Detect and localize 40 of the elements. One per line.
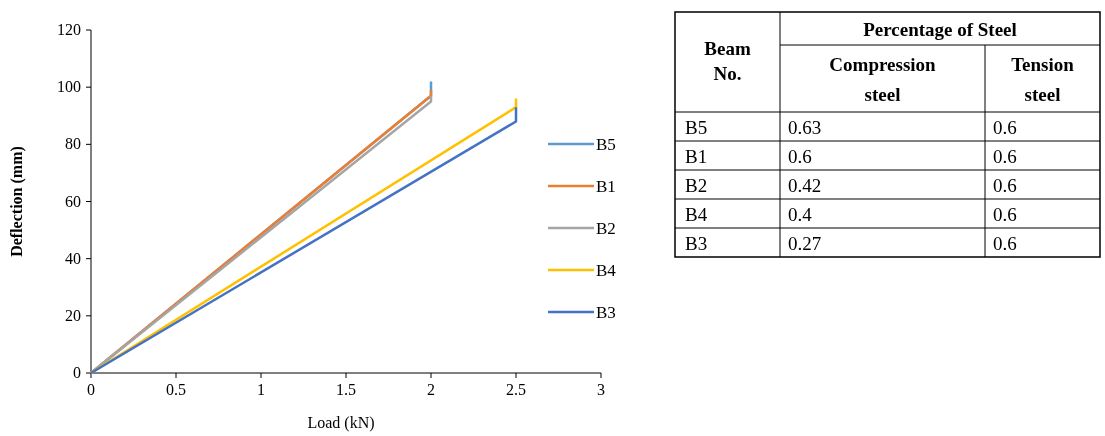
text: 0.4 bbox=[788, 204, 812, 225]
x-tick-label: 2 bbox=[427, 381, 435, 398]
y-tick-label: 60 bbox=[65, 192, 81, 210]
text: 0.6 bbox=[993, 117, 1017, 138]
x-tick-label: 0.5 bbox=[166, 381, 186, 398]
y-tick-label: 40 bbox=[65, 249, 81, 267]
legend-label: B4 bbox=[596, 261, 617, 280]
legend-label: B1 bbox=[596, 177, 616, 196]
text: 0.6 bbox=[993, 233, 1017, 254]
y-axis-title: Deflection (mm) bbox=[8, 146, 26, 257]
text: 0.6 bbox=[993, 204, 1017, 225]
x-tick-label: 1.5 bbox=[336, 381, 356, 398]
text: Beam No. bbox=[704, 38, 751, 84]
category-label: B4 bbox=[685, 204, 708, 225]
y-tick-label: 100 bbox=[57, 78, 81, 96]
category-label: B1 bbox=[685, 146, 708, 167]
legend-label: B5 bbox=[596, 135, 616, 154]
x-tick-label: 1 bbox=[257, 381, 265, 398]
category-label: B5 bbox=[685, 117, 708, 138]
text: 0.27 bbox=[788, 233, 822, 254]
y-tick-label: 120 bbox=[57, 21, 81, 38]
text: Percentage of Steel bbox=[863, 19, 1017, 40]
category-label: Compression steel bbox=[829, 54, 937, 105]
y-tick-label: 0 bbox=[73, 364, 81, 381]
y-tick-label: 80 bbox=[65, 135, 81, 153]
x-tick-label: 3 bbox=[597, 381, 605, 398]
legend-label: B3 bbox=[596, 303, 616, 322]
category-label: B3 bbox=[685, 233, 708, 254]
x-tick-label: 0 bbox=[87, 381, 95, 398]
legend-label: B2 bbox=[596, 219, 616, 238]
text: 0.6 bbox=[788, 146, 812, 167]
text: 0.6 bbox=[993, 175, 1017, 196]
category-label: Tension steel bbox=[1011, 54, 1075, 105]
text: 0.6 bbox=[993, 146, 1017, 167]
y-tick-label: 20 bbox=[65, 306, 81, 324]
text: 0.42 bbox=[788, 175, 822, 196]
text: 0.63 bbox=[788, 117, 822, 138]
category-label: B2 bbox=[685, 175, 708, 196]
x-axis-title: Load (kN) bbox=[307, 414, 375, 432]
x-tick-label: 2.5 bbox=[506, 381, 526, 398]
